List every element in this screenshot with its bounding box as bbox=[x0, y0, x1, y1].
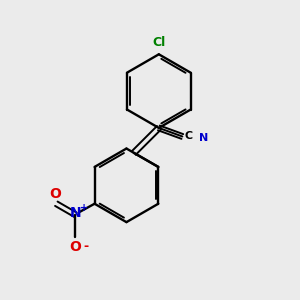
Text: Cl: Cl bbox=[152, 36, 166, 49]
Text: -: - bbox=[84, 240, 89, 254]
Text: O: O bbox=[70, 240, 81, 254]
Text: C: C bbox=[185, 131, 193, 142]
Text: +: + bbox=[80, 203, 88, 213]
Text: O: O bbox=[49, 187, 61, 201]
Text: N: N bbox=[70, 206, 81, 220]
Text: N: N bbox=[199, 133, 208, 143]
